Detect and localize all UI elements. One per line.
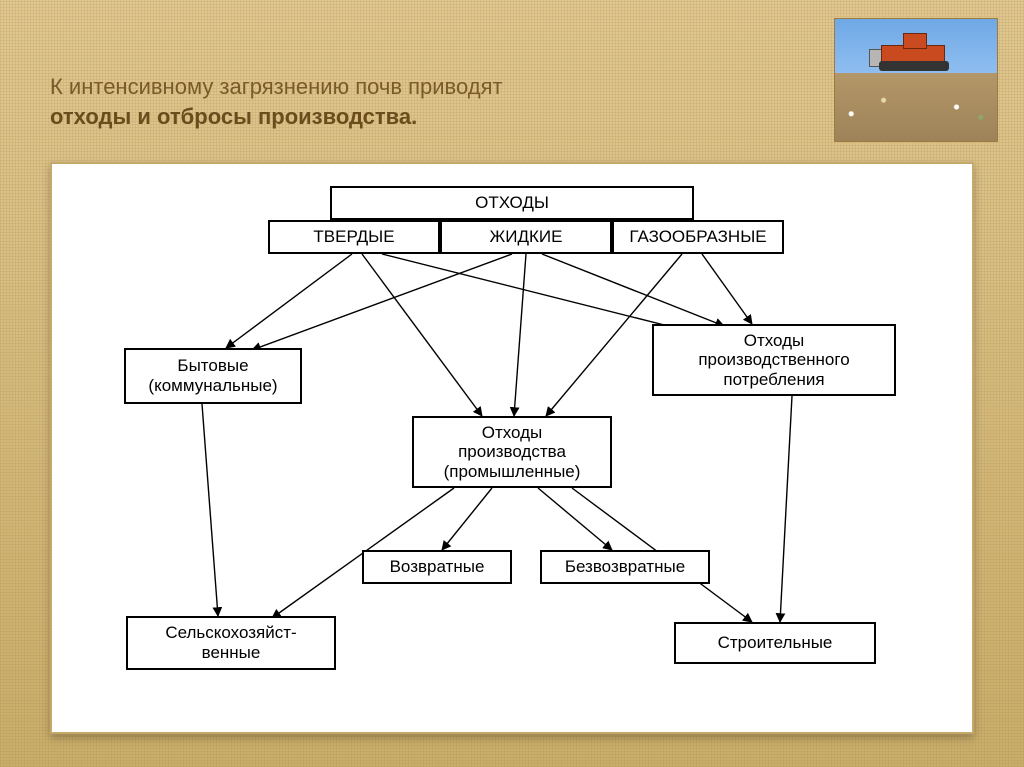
- node-liquid: ЖИДКИЕ: [440, 220, 612, 254]
- edge-8: [442, 488, 492, 550]
- bulldozer-icon: [869, 39, 959, 75]
- node-gas: ГАЗООБРАЗНЫЕ: [612, 220, 784, 254]
- edge-10: [202, 404, 218, 616]
- node-construct: Строительные: [674, 622, 876, 664]
- node-nonreturn: Безвозвратные: [540, 550, 710, 584]
- node-solid: ТВЕРДЫЕ: [268, 220, 440, 254]
- node-top_main: ОТХОДЫ: [330, 186, 694, 220]
- waste-classification-diagram: ОТХОДЫТВЕРДЫЕЖИДКИЕГАЗООБРАЗНЫЕ Бытовые(к…: [52, 164, 972, 732]
- node-industrial: Отходыпроизводства(промышленные): [412, 416, 612, 488]
- title-line2: отходы и отбросы производства.: [50, 104, 417, 129]
- slide-title: К интенсивному загрязнению почв приводят…: [50, 72, 750, 131]
- landfill-photo: [834, 18, 998, 142]
- edge-13: [780, 396, 792, 622]
- edge-9: [538, 488, 612, 550]
- debris-area: [835, 73, 997, 141]
- edge-1: [362, 254, 482, 416]
- diagram-frame: ОТХОДЫТВЕРДЫЕЖИДКИЕГАЗООБРАЗНЫЕ Бытовые(к…: [50, 162, 974, 734]
- edge-0: [226, 254, 352, 348]
- edge-6: [702, 254, 752, 324]
- node-returnable: Возвратные: [362, 550, 512, 584]
- node-household: Бытовые(коммунальные): [124, 348, 302, 404]
- node-cons_waste: Отходыпроизводственногопотребления: [652, 324, 896, 396]
- title-line1: К интенсивному загрязнению почв приводят: [50, 74, 503, 99]
- edge-4: [514, 254, 526, 416]
- edge-2: [382, 254, 692, 332]
- edge-3: [252, 254, 512, 350]
- edge-5: [542, 254, 724, 326]
- node-agri: Сельскохозяйст-венные: [126, 616, 336, 670]
